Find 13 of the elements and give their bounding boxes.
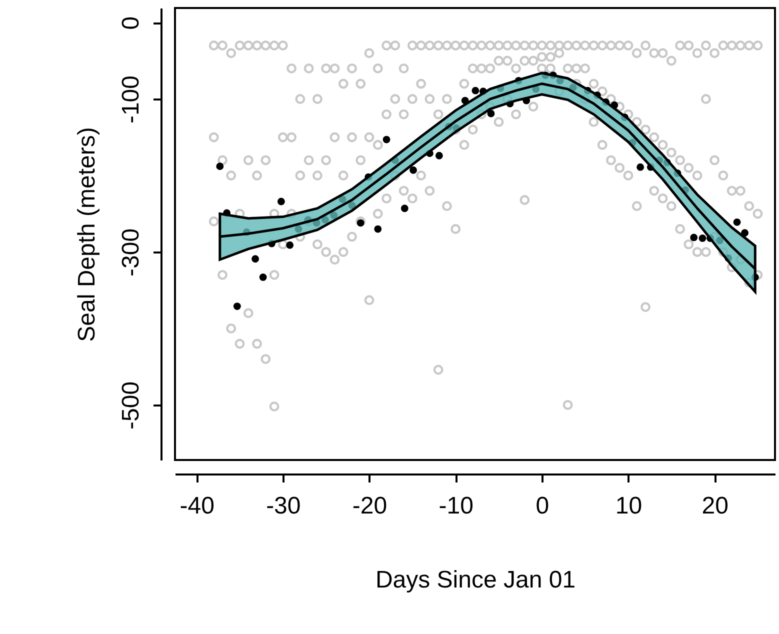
x-tick-label: -20 xyxy=(352,492,388,520)
x-tick-label: 10 xyxy=(615,492,642,520)
x-tick-label: -40 xyxy=(180,492,214,520)
x-tick-label: -30 xyxy=(266,492,301,520)
x-tick-label: -10 xyxy=(438,492,474,520)
x-tick-label: 20 xyxy=(702,492,728,520)
x-tick-label: 0 xyxy=(536,492,550,520)
y-axis-title: Seal Depth (meters) xyxy=(74,127,100,342)
y-tick-label: -500 xyxy=(118,381,144,430)
x-axis-title: Days Since Jan 01 xyxy=(375,566,576,594)
y-tick-label: -100 xyxy=(118,75,144,124)
y-tick-label: -300 xyxy=(118,228,144,276)
y-tick-label: 0 xyxy=(118,16,144,30)
